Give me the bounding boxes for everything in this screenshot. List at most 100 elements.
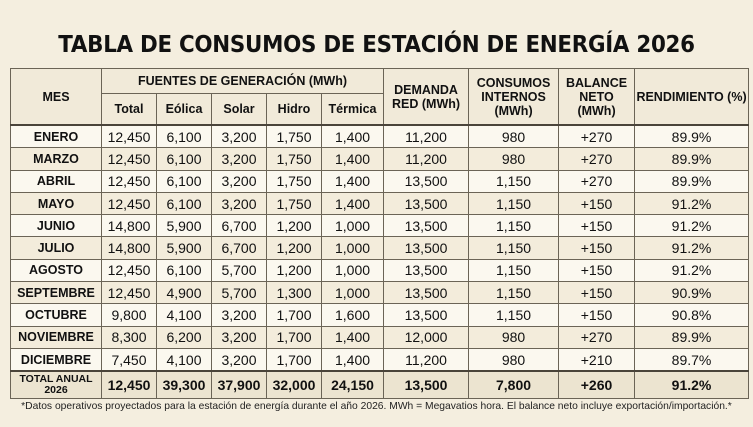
energy-consumption-table: MES FUENTES DE GENERACIÓN (MWh) DEMANDA …: [10, 68, 750, 400]
header-balance-neto: BALANCE NETO (MWh): [558, 68, 636, 126]
table-cell: 4,100: [156, 303, 212, 327]
header-eolica: Eólica: [156, 93, 212, 126]
table-row: SEPTEMBRE 12,450 4,900 5,700 1,300 1,000 13,50…: [10, 281, 750, 305]
table-cell: +150: [558, 214, 636, 238]
total-row-label: TOTAL ANUAL 2026: [10, 370, 102, 400]
table-cell: 5,700: [211, 258, 267, 283]
table-cell: 1,700: [266, 325, 322, 349]
table-cell: 1,400: [320, 325, 385, 349]
table-cell: 980: [468, 325, 560, 349]
table-cell: 91.2%: [634, 236, 750, 260]
table-cell: 7,450: [101, 347, 157, 372]
table-cell: 6,100: [156, 169, 212, 193]
table-cell: 980: [468, 124, 560, 149]
table-cell: 1,150: [468, 281, 560, 305]
table-cell: 6,200: [156, 325, 212, 349]
table-cell: 3,200: [211, 191, 267, 216]
month-label: MAYO: [10, 191, 102, 216]
month-label: AGOSTO: [10, 258, 102, 283]
table-cell: 14,800: [101, 214, 157, 238]
header-termica: Térmica: [320, 93, 385, 126]
month-label: OCTUBRE: [10, 303, 102, 327]
table-row: AGOSTO 12,450 6,100 5,700 1,200 1,000 13,500 1,…: [10, 258, 750, 283]
table-cell: 91.2%: [634, 258, 750, 283]
table-row: ENERO 12,450 6,100 3,200 1,750 1,400 11,200 980…: [10, 124, 750, 149]
table-cell: 1,400: [320, 169, 385, 193]
table-cell: 12,450: [101, 124, 157, 149]
table-cell: 1,600: [320, 303, 385, 327]
table-cell: 13,500: [383, 236, 470, 260]
table-cell: 3,200: [211, 169, 267, 193]
table-cell: 1,200: [266, 258, 322, 283]
table-row: MAYO 12,450 6,100 3,200 1,750 1,400 13,500 1,15…: [10, 191, 750, 216]
table-cell: 1,200: [266, 214, 322, 238]
table-cell: 6,100: [156, 191, 212, 216]
header-consumos-internos: CONSUMOS INTERNOS (MWh): [468, 68, 560, 126]
table-cell: 13,500: [383, 303, 470, 327]
table-cell: 3,200: [211, 147, 267, 171]
table-cell: 13,500: [383, 169, 470, 193]
table-cell: 1,300: [266, 281, 322, 305]
table-cell: 1,150: [468, 214, 560, 238]
table-cell: 3,200: [211, 347, 267, 372]
table-row: OCTUBRE 9,800 4,100 3,200 1,700 1,600 13,500 1,…: [10, 303, 750, 327]
table-cell: 980: [468, 347, 560, 372]
table-row: JUNIO 14,800 5,900 6,700 1,200 1,000 13,500 1,1…: [10, 214, 750, 238]
total-row: TOTAL ANUAL 2026 12,450 39,300 37,900 32…: [10, 370, 750, 400]
table-cell: 1,150: [468, 169, 560, 193]
total-row-cell: 37,900: [211, 370, 267, 400]
total-row-cell: 91.2%: [634, 370, 750, 400]
table-cell: 13,500: [383, 191, 470, 216]
table-cell: 1,150: [468, 303, 560, 327]
table-cell: 5,900: [156, 236, 212, 260]
table-cell: 89.9%: [634, 169, 750, 193]
total-row-cell: 39,300: [156, 370, 212, 400]
table-cell: 1,000: [320, 258, 385, 283]
table-cell: 89.9%: [634, 325, 750, 349]
table-row: NOVIEMBRE 8,300 6,200 3,200 1,700 1,400 12,000…: [10, 325, 750, 349]
table-cell: +150: [558, 281, 636, 305]
table-cell: 6,100: [156, 124, 212, 149]
header-solar: Solar: [211, 93, 267, 126]
table-cell: 3,200: [211, 325, 267, 349]
table-cell: 13,500: [383, 258, 470, 283]
header-mes: MES: [10, 68, 102, 126]
table-cell: 3,200: [211, 303, 267, 327]
table-cell: 980: [468, 147, 560, 171]
table-cell: 1,750: [266, 191, 322, 216]
table-cell: 1,150: [468, 191, 560, 216]
table-cell: 11,200: [383, 347, 470, 372]
table-cell: 6,100: [156, 258, 212, 283]
table-cell: +270: [558, 147, 636, 171]
table-cell: +270: [558, 169, 636, 193]
table-cell: +150: [558, 303, 636, 327]
table-cell: +150: [558, 258, 636, 283]
table-cell: 1,700: [266, 303, 322, 327]
total-row-cell: +260: [558, 370, 636, 400]
total-row-cell: 13,500: [383, 370, 470, 400]
table-cell: 1,150: [468, 258, 560, 283]
table-cell: 4,100: [156, 347, 212, 372]
table-cell: 1,000: [320, 236, 385, 260]
month-label: MARZO: [10, 147, 102, 171]
month-label: JULIO: [10, 236, 102, 260]
table-cell: 1,400: [320, 147, 385, 171]
table-cell: 12,450: [101, 281, 157, 305]
table-cell: 6,100: [156, 147, 212, 171]
table-cell: 1,400: [320, 124, 385, 149]
table-cell: 90.9%: [634, 281, 750, 305]
table-cell: 90.8%: [634, 303, 750, 327]
table-cell: +150: [558, 236, 636, 260]
table-cell: 12,450: [101, 169, 157, 193]
page-title: TABLA DE CONSUMOS DE ESTACIÓN DE ENERGÍA…: [58, 32, 695, 58]
month-label: SEPTEMBRE: [10, 281, 102, 305]
table-cell: 12,450: [101, 147, 157, 171]
table-cell: 89.9%: [634, 124, 750, 149]
header-total: Total: [101, 93, 157, 126]
table-cell: 6,700: [211, 236, 267, 260]
table-cell: 5,900: [156, 214, 212, 238]
table-cell: 8,300: [101, 325, 157, 349]
table-cell: 1,400: [320, 347, 385, 372]
month-label: ENERO: [10, 124, 102, 149]
